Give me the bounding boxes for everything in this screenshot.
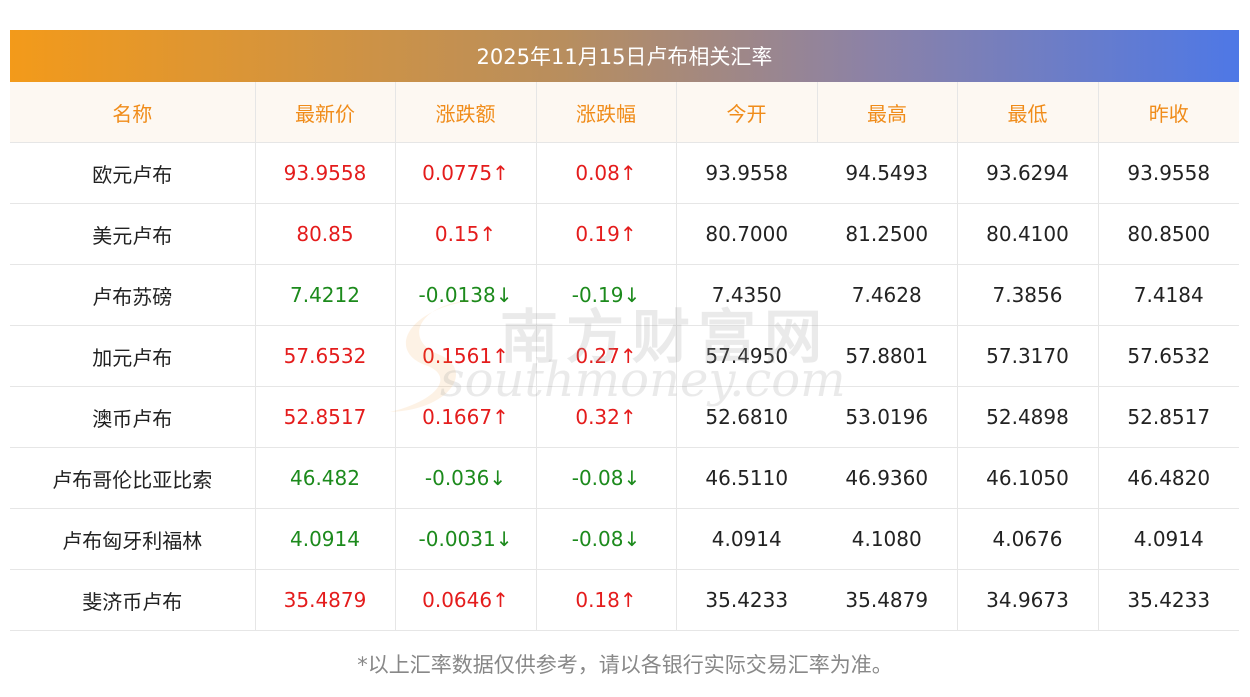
cell-change-pct: 0.08↑	[536, 142, 677, 204]
table-row: 卢布哥伦比亚比索 46.482 -0.036↓ -0.08↓ 46.5110 46.936…	[10, 447, 1239, 509]
cell-name: 卢布匈牙利福林	[10, 508, 256, 570]
cell-name: 卢布苏磅	[10, 264, 256, 326]
cell-prev-close: 93.9558	[1098, 142, 1239, 204]
cell-change: -0.036↓	[395, 447, 537, 509]
cell-high: 57.8801	[817, 325, 958, 387]
cell-change: 0.1561↑	[395, 325, 537, 387]
cell-prev-close: 46.4820	[1098, 447, 1239, 509]
table-row: 加元卢布 57.6532 0.1561↑ 0.27↑ 57.4950 57.8801 57.…	[10, 325, 1239, 387]
rate-panel: 2025年11月15日卢布相关汇率 名称 最新价 涨跌额 涨跌幅 今开 最高 最…	[10, 30, 1239, 631]
cell-name: 斐济币卢布	[10, 569, 256, 631]
header-open: 今开	[676, 82, 818, 143]
cell-name: 卢布哥伦比亚比索	[10, 447, 256, 509]
cell-prev-close: 7.4184	[1098, 264, 1239, 326]
cell-low: 34.9673	[957, 569, 1099, 631]
cell-high: 94.5493	[817, 142, 958, 204]
table-row: 美元卢布 80.85 0.15↑ 0.19↑ 80.7000 81.2500 80.4100…	[10, 203, 1239, 265]
cell-change: -0.0031↓	[395, 508, 537, 570]
cell-latest: 80.85	[255, 203, 396, 265]
header-latest: 最新价	[255, 82, 396, 143]
table-row: 欧元卢布 93.9558 0.0775↑ 0.08↑ 93.9558 94.5493 93.…	[10, 142, 1239, 204]
cell-latest: 52.8517	[255, 386, 396, 448]
cell-low: 80.4100	[957, 203, 1099, 265]
cell-low: 7.3856	[957, 264, 1099, 326]
table-title: 2025年11月15日卢布相关汇率	[10, 30, 1239, 82]
disclaimer-note: *以上汇率数据仅供参考，请以各银行实际交易汇率为准。	[357, 653, 893, 677]
header-change-pct: 涨跌幅	[536, 82, 677, 143]
cell-low: 4.0676	[957, 508, 1099, 570]
header-name: 名称	[10, 82, 256, 143]
cell-change-pct: 0.32↑	[536, 386, 677, 448]
rate-table: 名称 最新价 涨跌额 涨跌幅 今开 最高 最低 昨收 欧元卢布 93.9558 0.…	[10, 82, 1239, 631]
cell-change-pct: 0.18↑	[536, 569, 677, 631]
header-prev-close: 昨收	[1098, 82, 1239, 143]
table-row: 澳币卢布 52.8517 0.1667↑ 0.32↑ 52.6810 53.0196 52.…	[10, 386, 1239, 448]
header-change: 涨跌额	[395, 82, 537, 143]
cell-latest: 57.6532	[255, 325, 396, 387]
cell-open: 35.4233	[676, 569, 817, 631]
cell-low: 46.1050	[957, 447, 1099, 509]
cell-open: 4.0914	[676, 508, 817, 570]
cell-open: 46.5110	[676, 447, 817, 509]
cell-prev-close: 80.8500	[1098, 203, 1239, 265]
cell-open: 52.6810	[676, 386, 817, 448]
cell-open: 80.7000	[676, 203, 817, 265]
cell-low: 52.4898	[957, 386, 1099, 448]
table-row: 斐济币卢布 35.4879 0.0646↑ 0.18↑ 35.4233 35.4879 34…	[10, 569, 1239, 631]
cell-prev-close: 35.4233	[1098, 569, 1239, 631]
cell-change-pct: -0.19↓	[536, 264, 677, 326]
cell-high: 81.2500	[817, 203, 958, 265]
header-low: 最低	[957, 82, 1099, 143]
cell-latest: 4.0914	[255, 508, 396, 570]
cell-name: 加元卢布	[10, 325, 256, 387]
cell-low: 57.3170	[957, 325, 1099, 387]
cell-latest: 35.4879	[255, 569, 396, 631]
cell-prev-close: 4.0914	[1098, 508, 1239, 570]
cell-prev-close: 52.8517	[1098, 386, 1239, 448]
cell-change: 0.0646↑	[395, 569, 537, 631]
cell-name: 美元卢布	[10, 203, 256, 265]
cell-change-pct: 0.19↑	[536, 203, 677, 265]
cell-open: 7.4350	[676, 264, 817, 326]
cell-change: 0.15↑	[395, 203, 537, 265]
cell-high: 4.1080	[817, 508, 958, 570]
cell-latest: 46.482	[255, 447, 396, 509]
cell-change-pct: 0.27↑	[536, 325, 677, 387]
cell-prev-close: 57.6532	[1098, 325, 1239, 387]
cell-latest: 93.9558	[255, 142, 396, 204]
table-header-row: 名称 最新价 涨跌额 涨跌幅 今开 最高 最低 昨收	[10, 82, 1239, 143]
cell-name: 澳币卢布	[10, 386, 256, 448]
cell-name: 欧元卢布	[10, 142, 256, 204]
cell-change-pct: -0.08↓	[536, 508, 677, 570]
cell-open: 93.9558	[676, 142, 817, 204]
table-row: 卢布苏磅 7.4212 -0.0138↓ -0.19↓ 7.4350 7.4628 7.38…	[10, 264, 1239, 326]
cell-change-pct: -0.08↓	[536, 447, 677, 509]
table-row: 卢布匈牙利福林 4.0914 -0.0031↓ -0.08↓ 4.0914 4.1080 4…	[10, 508, 1239, 570]
cell-high: 35.4879	[817, 569, 958, 631]
cell-latest: 7.4212	[255, 264, 396, 326]
cell-open: 57.4950	[676, 325, 817, 387]
cell-change: 0.0775↑	[395, 142, 537, 204]
header-high: 最高	[817, 82, 958, 143]
cell-change: -0.0138↓	[395, 264, 537, 326]
cell-high: 53.0196	[817, 386, 958, 448]
cell-low: 93.6294	[957, 142, 1099, 204]
cell-high: 7.4628	[817, 264, 958, 326]
cell-change: 0.1667↑	[395, 386, 537, 448]
cell-high: 46.9360	[817, 447, 958, 509]
